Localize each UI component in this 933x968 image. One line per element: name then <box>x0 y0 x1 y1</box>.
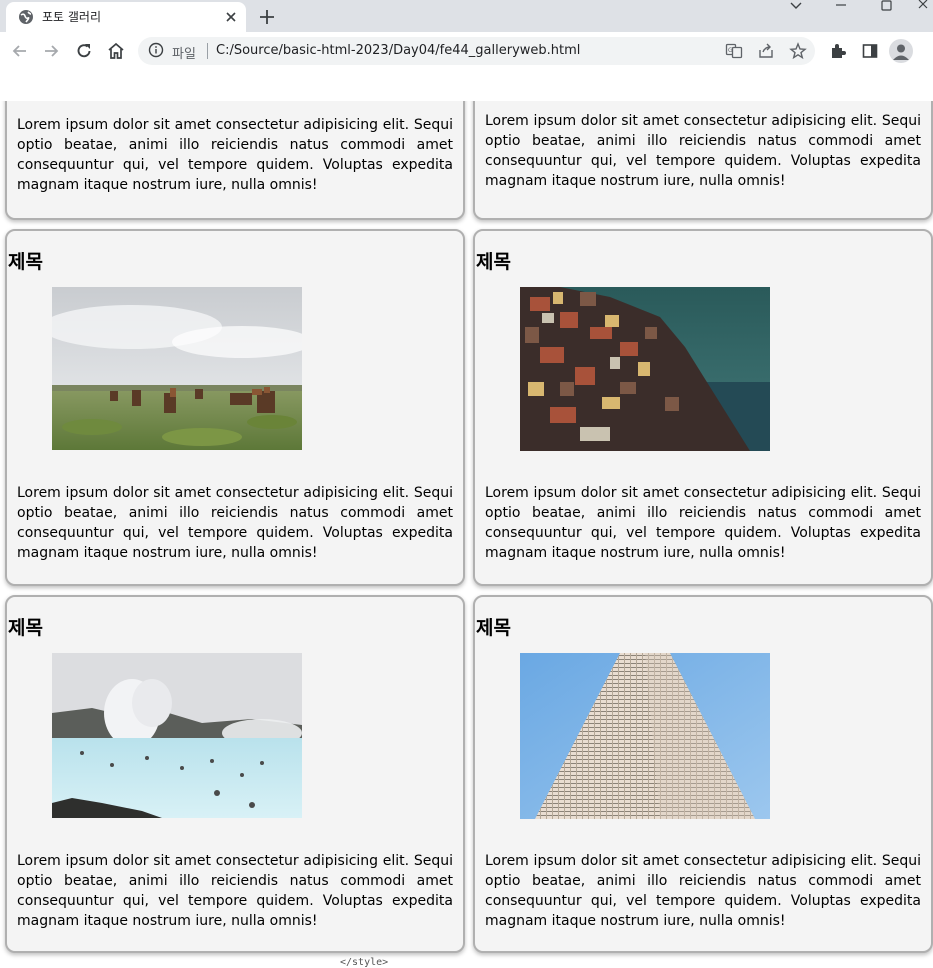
cliffside-village-photo <box>520 287 770 451</box>
reload-icon[interactable] <box>74 41 94 61</box>
horses-in-field-photo <box>52 287 302 450</box>
side-panel-icon[interactable] <box>861 42 879 60</box>
file-scheme-label: 파일 <box>172 47 196 62</box>
bookmark-star-icon[interactable] <box>789 42 807 60</box>
card-title: 제목 <box>476 617 511 639</box>
profile-avatar-icon[interactable] <box>889 39 913 63</box>
close-window-icon[interactable] <box>912 0 933 14</box>
maximize-icon[interactable] <box>873 0 899 14</box>
card-description: Lorem ipsum dolor sit amet consectetur a… <box>17 485 453 561</box>
address-bar[interactable] <box>138 37 815 65</box>
close-tab-icon[interactable] <box>222 8 240 26</box>
globe-icon <box>19 10 33 24</box>
card-description: Lorem ipsum dolor sit amet consectetur a… <box>485 853 921 929</box>
card-description: Lorem ipsum dolor sit amet consectetur a… <box>485 113 921 189</box>
info-icon[interactable] <box>148 42 164 58</box>
page-viewport[interactable]: Lorem ipsum dolor sit amet consectetur a… <box>0 101 933 965</box>
card-title: 제목 <box>476 251 511 273</box>
extensions-icon[interactable] <box>829 42 847 60</box>
card-description: Lorem ipsum dolor sit amet consectetur a… <box>17 853 453 929</box>
card-title: 제목 <box>8 617 43 639</box>
omnibox-separator <box>207 43 208 59</box>
gallery-card: 제목 Lorem ipsum dolor sit amet consectetu… <box>473 229 933 586</box>
gallery-card: 제목 Lo <box>5 595 465 953</box>
home-icon[interactable] <box>106 41 126 61</box>
tab-title: 포토 갤러리 <box>42 10 102 24</box>
geothermal-lagoon-photo <box>52 653 302 818</box>
gallery-card: Lorem ipsum dolor sit amet consectetur a… <box>5 101 465 220</box>
gallery-card: 제목 Lorem ipsum dolor sit amet c <box>473 595 933 953</box>
back-icon[interactable] <box>10 41 30 61</box>
svg-text:G: G <box>728 47 733 54</box>
share-icon[interactable] <box>757 42 775 60</box>
devtools-style-peek: </style> <box>340 957 389 968</box>
minimize-icon[interactable] <box>828 0 854 14</box>
gallery-card: Lorem ipsum dolor sit amet consectetur a… <box>473 101 933 220</box>
browser-tab[interactable]: 포토 갤러리 <box>6 2 246 32</box>
url-text[interactable]: C:/Source/basic-html-2023/Day04/fe44_gal… <box>216 43 581 58</box>
card-description: Lorem ipsum dolor sit amet consectetur a… <box>485 485 921 561</box>
new-tab-icon[interactable] <box>256 6 278 28</box>
gallery-card: 제목 <box>5 229 465 586</box>
forward-icon[interactable] <box>41 41 61 61</box>
card-description: Lorem ipsum dolor sit amet consectetur a… <box>17 117 453 193</box>
tab-search-chevron-icon[interactable] <box>783 0 809 14</box>
skyscraper-facade-photo <box>520 653 770 819</box>
translate-icon[interactable]: G <box>725 42 743 60</box>
card-title: 제목 <box>8 251 43 273</box>
